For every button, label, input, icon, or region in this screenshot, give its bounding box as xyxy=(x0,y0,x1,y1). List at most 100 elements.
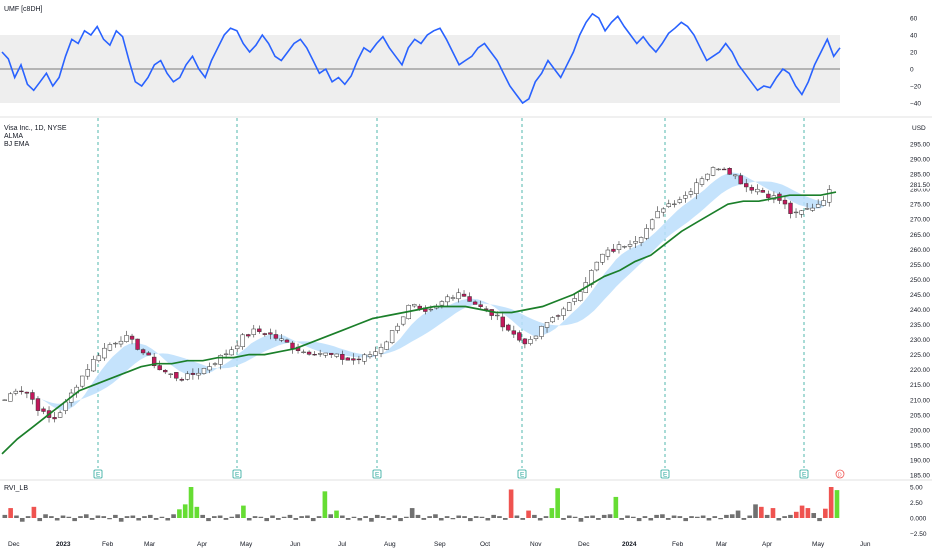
candle-body xyxy=(412,304,417,307)
rvi-bar xyxy=(246,518,252,521)
rvi-bar xyxy=(37,518,43,522)
time-axis[interactable]: Dec 2023 Feb Mar Apr May Jun Jul Aug Sep Oct Nov Dec… xyxy=(8,541,871,548)
rvi-bar xyxy=(572,516,578,518)
earnings-marker[interactable] xyxy=(93,469,103,479)
rvi-title: RVI_LB xyxy=(4,485,28,492)
rvi-bar xyxy=(799,505,805,518)
umf-tick-label: 0 xyxy=(910,67,914,74)
candle-body xyxy=(124,335,129,342)
rvi-bar xyxy=(607,514,613,518)
last-price-tag xyxy=(906,180,932,189)
rvi-bar xyxy=(642,516,648,518)
candle-body xyxy=(788,202,793,214)
candle-body xyxy=(528,339,533,344)
rvi-bar xyxy=(188,487,194,518)
time-axis-label: Aug xyxy=(384,541,396,548)
rvi-bar xyxy=(811,513,817,518)
candle-body xyxy=(268,332,273,335)
time-axis-label: Jun xyxy=(860,541,871,548)
rvi-bar xyxy=(683,518,688,522)
rvi-bar xyxy=(764,514,770,518)
candle-body xyxy=(168,373,173,375)
rvi-bar xyxy=(543,516,549,518)
earnings-marker[interactable] xyxy=(660,469,670,479)
candle-body xyxy=(622,246,627,248)
rvi-bar xyxy=(409,508,415,518)
price-tick-label: 260.00 xyxy=(910,247,930,254)
rvi-bar xyxy=(759,506,764,518)
rvi-bar xyxy=(421,518,427,520)
rvi-bar xyxy=(770,508,776,518)
earnings-marker[interactable] xyxy=(799,469,809,479)
time-axis-label: Apr xyxy=(197,541,208,548)
candle-body xyxy=(41,408,46,412)
candle-body xyxy=(35,398,41,411)
rvi-bar xyxy=(334,510,339,518)
rvi-bar xyxy=(147,514,153,518)
earnings-marker[interactable] xyxy=(232,469,242,479)
rvi-bar xyxy=(479,516,485,518)
umf-title: UMF [c8DH] xyxy=(4,6,43,13)
rvi-bar xyxy=(386,518,392,520)
candle-body xyxy=(19,390,24,393)
candle-body xyxy=(329,352,334,355)
candle-body xyxy=(378,347,384,354)
rvi-bar xyxy=(613,496,619,518)
candle-body xyxy=(400,316,406,325)
rvi-bar xyxy=(561,518,566,520)
rvi-bar xyxy=(2,514,8,518)
legend-alma: ALMA xyxy=(4,133,23,140)
rvi-bar xyxy=(113,514,118,518)
candle-body xyxy=(627,244,633,247)
rvi-bar xyxy=(619,518,624,520)
time-axis-label: Feb xyxy=(672,541,684,548)
rvi-bar xyxy=(735,510,741,518)
candle-body xyxy=(533,335,539,339)
rvi-bar xyxy=(322,491,328,518)
candle-body xyxy=(672,203,677,205)
candle-body xyxy=(710,167,716,176)
rvi-bar xyxy=(25,516,31,518)
rvi-bar xyxy=(217,515,223,518)
candle-body xyxy=(113,342,118,345)
candle-body xyxy=(511,330,517,335)
rvi-bar xyxy=(369,518,374,522)
earnings-marker[interactable] xyxy=(372,469,382,479)
umf-panel[interactable]: UMF [c8DH] 60 40 20 0 −20 −40 xyxy=(0,6,921,108)
time-axis-label: Nov xyxy=(530,541,542,548)
rvi-bar xyxy=(788,514,793,518)
candle-body xyxy=(616,244,622,250)
rvi-panel[interactable]: RVI_LB 5.00 2.50 0.000 −2.50 xyxy=(2,485,927,539)
price-panel[interactable]: Visa Inc., 1D, NYSE ALMA BJ EMA USD 295.… xyxy=(1,118,932,480)
rvi-bar xyxy=(596,518,601,520)
rvi-bar xyxy=(741,518,747,520)
candle-body xyxy=(174,372,179,379)
rvi-bar xyxy=(700,515,706,518)
candle-body xyxy=(179,378,185,381)
rvi-bar xyxy=(648,518,654,521)
rvi-bar xyxy=(590,515,595,518)
ema-line xyxy=(1,191,837,455)
rvi-bar xyxy=(468,518,473,522)
rvi-bar xyxy=(130,515,136,518)
dividend-marker[interactable] xyxy=(835,469,845,479)
rvi-bar xyxy=(671,515,677,518)
candle-body xyxy=(317,353,323,355)
rvi-bar xyxy=(252,516,258,518)
rvi-bar xyxy=(159,516,165,518)
candle-body xyxy=(212,363,218,365)
candle-body xyxy=(306,351,312,355)
rvi-bar xyxy=(514,515,520,518)
price-tick-label: 230.00 xyxy=(910,337,930,344)
price-tick-label: 285.00 xyxy=(910,172,930,179)
price-tick-label: 250.00 xyxy=(910,277,930,284)
rvi-bar xyxy=(270,515,275,518)
candle-body xyxy=(594,261,600,271)
rvi-bar xyxy=(380,516,386,518)
earnings-marker[interactable] xyxy=(517,469,527,479)
rvi-bar xyxy=(782,516,787,518)
rvi-bar xyxy=(718,518,723,520)
candle-body xyxy=(229,349,234,356)
candle-body xyxy=(782,199,788,205)
